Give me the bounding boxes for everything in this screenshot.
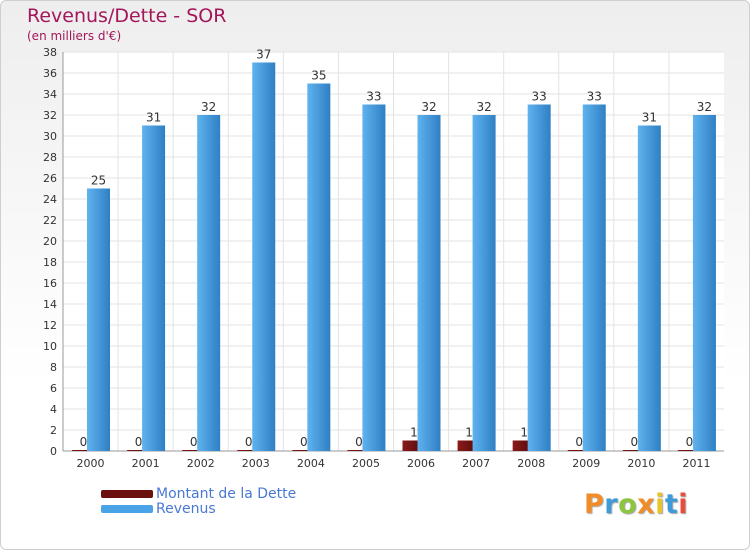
bar-revenue <box>362 104 386 451</box>
bar-debt <box>622 450 646 451</box>
y-tick-label: 18 <box>43 256 57 269</box>
y-tick-label: 4 <box>50 403 57 416</box>
y-tick-label: 14 <box>43 298 57 311</box>
bar-debt <box>237 450 261 451</box>
x-tick-label: 2001 <box>132 457 160 470</box>
bar-revenue <box>582 104 606 451</box>
y-tick-label: 16 <box>43 277 57 290</box>
bar-revenue <box>527 104 551 451</box>
x-tick-label: 2010 <box>627 457 655 470</box>
x-tick-label: 2008 <box>517 457 545 470</box>
y-tick-label: 20 <box>43 235 57 248</box>
bar-debt <box>292 450 316 451</box>
data-label-revenue: 37 <box>256 48 271 62</box>
data-label-revenue: 32 <box>697 100 712 114</box>
y-tick-label: 8 <box>50 361 57 374</box>
data-label-debt: 0 <box>355 435 363 449</box>
y-tick-label: 38 <box>43 46 57 59</box>
chart-subtitle: (en milliers d'€) <box>27 29 122 43</box>
data-label-debt: 0 <box>575 435 583 449</box>
y-tick-label: 24 <box>43 193 57 206</box>
x-tick-label: 2003 <box>242 457 270 470</box>
legend-label-debt: Montant de la Dette <box>156 486 297 502</box>
bar-debt <box>512 440 536 451</box>
data-label-revenue: 25 <box>91 174 106 188</box>
y-tick-label: 28 <box>43 151 57 164</box>
data-label-revenue: 33 <box>532 90 547 104</box>
data-label-debt: 1 <box>465 426 473 440</box>
bar-revenue <box>142 125 166 451</box>
proxiti-logo: Proxiti <box>584 489 689 520</box>
bar-revenue <box>197 115 221 451</box>
data-label-debt: 0 <box>631 435 639 449</box>
x-tick-label: 2011 <box>682 457 710 470</box>
bar-debt <box>127 450 151 451</box>
y-tick-label: 6 <box>50 382 57 395</box>
x-tick-label: 2006 <box>407 457 435 470</box>
data-label-revenue: 31 <box>146 111 161 125</box>
data-label-revenue: 31 <box>642 111 657 125</box>
data-label-revenue: 33 <box>587 90 602 104</box>
data-label-debt: 0 <box>300 435 308 449</box>
data-label-revenue: 32 <box>421 100 436 114</box>
data-label-revenue: 33 <box>366 90 381 104</box>
y-tick-label: 22 <box>43 214 57 227</box>
y-tick-label: 34 <box>43 88 57 101</box>
chart-title: Revenus/Dette - SOR <box>27 5 227 27</box>
bar-revenue <box>87 188 110 451</box>
data-label-debt: 1 <box>520 426 528 440</box>
y-tick-label: 12 <box>43 319 57 332</box>
legend-label-revenue: Revenus <box>156 501 216 517</box>
data-label-debt: 0 <box>135 435 143 449</box>
bar-revenue <box>472 115 496 451</box>
x-tick-label: 2000 <box>77 457 105 470</box>
y-tick-label: 10 <box>43 340 57 353</box>
y-tick-label: 30 <box>43 130 57 143</box>
y-tick-label: 2 <box>50 424 57 437</box>
bar-debt <box>567 450 591 451</box>
bar-revenue <box>307 83 331 451</box>
x-tick-label: 2005 <box>352 457 380 470</box>
data-label-revenue: 35 <box>311 69 326 83</box>
bar-debt <box>677 450 701 451</box>
bar-revenue <box>637 125 661 451</box>
legend-swatch-debt <box>101 490 153 498</box>
y-tick-label: 26 <box>43 172 57 185</box>
y-tick-label: 0 <box>50 445 57 458</box>
data-label-debt: 0 <box>686 435 694 449</box>
data-label-debt: 0 <box>190 435 198 449</box>
bar-revenue <box>417 115 441 451</box>
data-label-debt: 0 <box>245 435 253 449</box>
data-label-revenue: 32 <box>201 100 216 114</box>
bar-debt <box>72 450 95 451</box>
data-label-debt: 0 <box>80 435 88 449</box>
bar-revenue <box>252 62 276 451</box>
bar-revenue <box>692 115 716 451</box>
bar-debt <box>457 440 481 451</box>
legend-swatch-revenue <box>101 505 153 513</box>
data-label-debt: 1 <box>410 426 418 440</box>
data-label-revenue: 32 <box>476 100 491 114</box>
bar-debt <box>402 440 426 451</box>
y-tick-label: 32 <box>43 109 57 122</box>
x-tick-label: 2009 <box>572 457 600 470</box>
y-tick-label: 36 <box>43 67 57 80</box>
x-tick-label: 2002 <box>187 457 215 470</box>
bar-debt <box>182 450 206 451</box>
x-tick-label: 2004 <box>297 457 325 470</box>
x-tick-label: 2007 <box>462 457 490 470</box>
bar-debt <box>347 450 371 451</box>
